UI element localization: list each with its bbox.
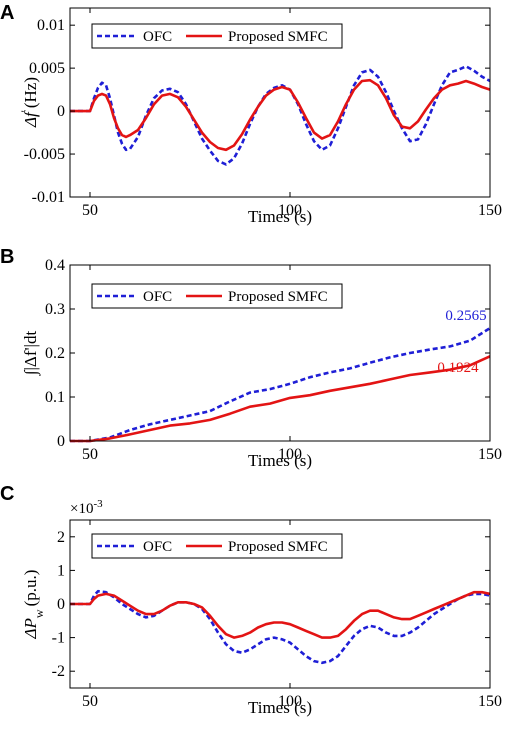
- panel-a-ylabel-sup: ': [18, 110, 32, 112]
- panel-a-series-ofc-line: [70, 65, 491, 166]
- panel-b-ytick-label: 0.3: [45, 301, 65, 318]
- panel-b-legend-smfc-label: Proposed SMFC: [228, 289, 328, 305]
- panel-c-ytick-label: -2: [52, 663, 65, 680]
- panel-b-ytick-label: 0: [57, 433, 65, 450]
- panel-c-ytick-label: 0: [57, 596, 65, 613]
- panel-letter-c: C: [0, 483, 14, 505]
- panel-a-ytick-label: 0.01: [37, 17, 65, 34]
- panel-c-scale-label: ×10-3: [70, 498, 103, 517]
- panel-b-ticks: 50 100 150 0 0.1 0.2 0.3 0.4: [45, 257, 502, 463]
- panel-c-ylabel-unit: (p.u.): [21, 570, 40, 607]
- panel-letter-a: A: [0, 2, 14, 24]
- panel-a-ylabel-unit: (Hz): [21, 77, 40, 108]
- panel-c: C ×10-3 50 100 150 -2 -1 0 1 2 OFC Proposed SMF…: [0, 483, 502, 717]
- panel-b-xtick-label: 150: [478, 446, 502, 463]
- panel-a-xtick-label: 50: [82, 202, 98, 219]
- panel-c-legend-ofc-label: OFC: [143, 539, 172, 555]
- panel-b-series: [70, 327, 491, 443]
- panel-c-xtick-label: 150: [478, 693, 502, 710]
- panel-a-series: [70, 65, 491, 166]
- panel-c-ticks: 50 100 150 -2 -1 0 1 2: [52, 520, 502, 710]
- panel-a-frame: [69, 7, 491, 198]
- panel-c-series: [70, 589, 491, 665]
- panel-b-xtick-label: 100: [278, 446, 302, 463]
- panel-c-legend-smfc-label: Proposed SMFC: [228, 539, 328, 555]
- panel-c-legend: OFC Proposed SMFC: [91, 533, 343, 559]
- panel-b-ytick-label: 0.4: [45, 257, 65, 274]
- panel-a-ylabel: Δf' (Hz): [18, 77, 40, 128]
- panel-b: B 50 100 150 0 0.1 0.2 0.3 0.4 OFC Proposed SMF…: [0, 246, 502, 470]
- panel-b-xtick-label: 50: [82, 446, 98, 463]
- panel-a-legend: OFC Proposed SMFC: [91, 23, 343, 49]
- panel-b-series-smfc-line: [70, 355, 491, 443]
- panel-c-ylabel: ΔPw (p.u.): [21, 570, 46, 640]
- panel-b-ytick-label: 0.2: [45, 345, 65, 362]
- panel-a: A 50 100 150 -0.01 -0.005 0 0.005 0.01 OFC Prop…: [0, 2, 502, 226]
- panel-b-ytick-label: 0.1: [45, 389, 65, 406]
- panel-b-ylabel: ∫|Δf'|dt: [21, 331, 41, 377]
- panel-letter-b: B: [0, 246, 14, 268]
- panel-a-ytick-label: -0.005: [24, 146, 65, 163]
- panel-c-xtick-label: 50: [82, 693, 98, 710]
- panel-a-legend-ofc-label: OFC: [143, 29, 172, 45]
- panel-c-ylabel-main: ΔP: [21, 618, 40, 639]
- panel-a-ticks: 50 100 150 -0.01 -0.005 0 0.005 0.01: [24, 8, 502, 219]
- panel-b-xlabel: Times (s): [248, 451, 312, 470]
- panel-c-series-ofc-line: [70, 589, 491, 665]
- panel-c-scale-text: ×10: [70, 501, 93, 517]
- panel-b-annotations: 0.2565 0.1924: [437, 308, 486, 376]
- panel-c-scale-exp: -3: [93, 498, 103, 510]
- panel-c-xlabel: Times (s): [248, 698, 312, 717]
- panel-c-ytick-label: 1: [57, 562, 65, 579]
- panel-b-annotation: 0.1924: [437, 360, 479, 376]
- panel-c-series-smfc-line: [70, 590, 491, 639]
- panel-b-legend: OFC Proposed SMFC: [91, 283, 343, 309]
- panel-b-annotation: 0.2565: [445, 308, 486, 324]
- panel-a-xtick-label: 100: [278, 202, 302, 219]
- panel-a-ytick-label: 0: [57, 103, 65, 120]
- panel-a-ytick-label: -0.01: [32, 189, 65, 206]
- panel-a-xtick-label: 150: [478, 202, 502, 219]
- panel-a-xlabel: Times (s): [248, 207, 312, 226]
- panel-a-series-smfc-line: [70, 78, 491, 152]
- panel-a-legend-smfc-label: Proposed SMFC: [228, 29, 328, 45]
- panel-c-ytick-label: 2: [57, 529, 65, 546]
- panel-c-ylabel-sub: w: [32, 609, 46, 618]
- panel-b-series-ofc-line: [70, 327, 491, 443]
- panel-a-ylabel-main: Δf: [21, 110, 40, 128]
- panel-b-legend-ofc-label: OFC: [143, 289, 172, 305]
- panel-c-ytick-label: -1: [52, 630, 65, 647]
- panel-a-ytick-label: 0.005: [29, 60, 65, 77]
- panel-c-xtick-label: 100: [278, 693, 302, 710]
